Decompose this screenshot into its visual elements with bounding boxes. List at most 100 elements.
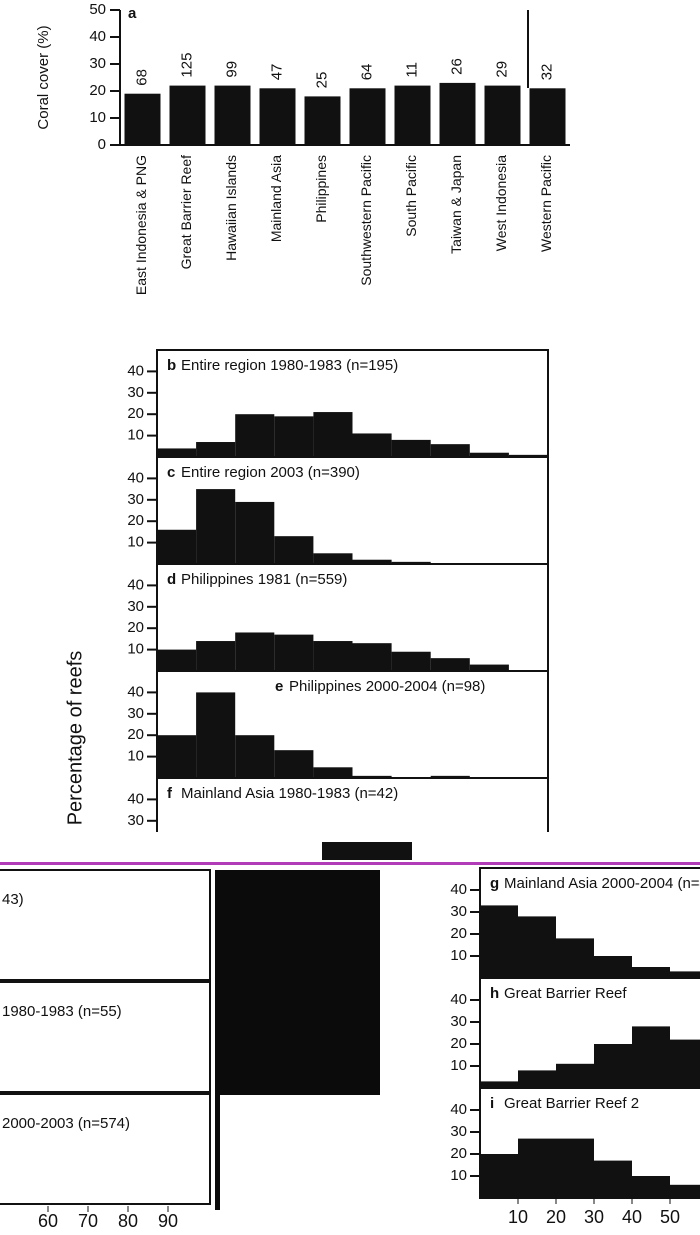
histogram-bar xyxy=(518,1070,556,1088)
histogram-bar xyxy=(632,1026,670,1088)
fragment-frame xyxy=(0,869,211,981)
fragment-frame xyxy=(0,981,211,1093)
y-axis-label: Coral cover (%) xyxy=(35,25,52,129)
histogram-bar xyxy=(235,501,275,564)
bar xyxy=(259,88,296,145)
glitch-block xyxy=(220,1095,380,1210)
histogram-bar xyxy=(480,1081,518,1088)
histogram-bar xyxy=(670,1184,700,1198)
histogram-bar xyxy=(430,444,470,457)
histogram-bar xyxy=(632,967,670,978)
y-tick-label: 30 xyxy=(127,812,144,829)
y-tick-label: 40 xyxy=(450,1101,467,1118)
panel-title: Great Barrier Reef xyxy=(504,985,627,1002)
histogram-bar xyxy=(313,553,353,564)
histogram-bar xyxy=(235,735,275,778)
bar xyxy=(214,85,251,145)
fragment-frame xyxy=(0,1093,211,1205)
x-tick-label: Hawaiian Islands xyxy=(223,155,239,261)
histogram-bar xyxy=(157,735,197,778)
y-tick-label: 40 xyxy=(127,683,144,700)
panel-letter: i xyxy=(490,1095,494,1112)
histogram-bar xyxy=(391,439,431,457)
histogram-bar xyxy=(157,649,197,671)
histogram-bar xyxy=(274,634,314,671)
histogram-bar xyxy=(594,956,632,978)
histogram-bar xyxy=(469,664,509,671)
y-tick-label: 10 xyxy=(450,1167,467,1184)
fragment-title: 2000-2003 (n=574) xyxy=(2,1115,130,1132)
bar xyxy=(169,85,206,145)
y-tick-label: 20 xyxy=(127,405,144,422)
histogram-bar xyxy=(157,448,197,457)
x-tick-label: Southwestern Pacific xyxy=(358,155,374,286)
panel-frame xyxy=(156,777,549,832)
n-label: 125 xyxy=(178,53,195,78)
panel-letter: d xyxy=(167,571,176,588)
histogram-bar xyxy=(469,452,509,457)
y-tick-label: 40 xyxy=(450,881,467,898)
histogram-bar xyxy=(313,767,353,778)
histogram-bar xyxy=(391,651,431,671)
panel-letter: a xyxy=(128,5,137,22)
glitch-block xyxy=(322,842,412,860)
y-tick-label: 30 xyxy=(127,491,144,508)
y-tick-label: 40 xyxy=(127,790,144,807)
histogram-bar xyxy=(480,905,518,978)
y-tick-label: 10 xyxy=(127,641,144,658)
n-label: 47 xyxy=(268,64,285,81)
x-tick-label: 10 xyxy=(508,1207,528,1227)
histogram-bar xyxy=(196,641,236,671)
x-tick-label: Philippines xyxy=(313,155,329,223)
y-tick-label: 20 xyxy=(127,726,144,743)
histogram-bar xyxy=(352,643,392,671)
y-tick-label: 40 xyxy=(89,28,106,45)
bar xyxy=(529,88,566,145)
y-tick-label: 0 xyxy=(98,136,106,153)
y-tick-label: 40 xyxy=(450,991,467,1008)
histogram-bar xyxy=(594,1044,632,1088)
y-tick-label: 20 xyxy=(450,1035,467,1052)
x-tick-label: Great Barrier Reef xyxy=(178,155,194,269)
panel-title: Philippines 2000-2004 (n=98) xyxy=(289,678,485,695)
x-tick-label: Taiwan & Japan xyxy=(448,155,464,254)
panel-title: Philippines 1981 (n=559) xyxy=(181,571,347,588)
panel-title: Entire region 2003 (n=390) xyxy=(181,464,360,481)
histogram-bar xyxy=(274,750,314,778)
panel-letter: f xyxy=(167,785,173,802)
histogram-bar xyxy=(594,1160,632,1198)
y-tick-label: 30 xyxy=(450,903,467,920)
panel-letter: e xyxy=(275,678,283,695)
histogram-bar xyxy=(274,536,314,564)
histogram-bar xyxy=(670,1039,700,1088)
histogram-bar xyxy=(352,433,392,457)
bar xyxy=(439,82,476,145)
y-tick-label: 30 xyxy=(89,55,106,72)
panel-letter: b xyxy=(167,357,176,374)
x-tick-label: 50 xyxy=(660,1207,680,1227)
bar xyxy=(394,85,431,145)
y-tick-label: 30 xyxy=(450,1013,467,1030)
n-label: 26 xyxy=(448,58,465,75)
histogram-bar xyxy=(274,416,314,457)
panel-title: Mainland Asia 2000-2004 (n=4 xyxy=(504,875,700,892)
x-tick-label: 20 xyxy=(546,1207,566,1227)
bar xyxy=(349,88,386,145)
histogram-bar xyxy=(480,1154,518,1198)
histogram-bar xyxy=(196,692,236,778)
histogram-bar xyxy=(391,561,431,564)
panel-title: Great Barrier Reef 2 xyxy=(504,1095,639,1112)
histogram-bar xyxy=(556,938,594,978)
histogram-bar xyxy=(313,412,353,457)
histogram-bar xyxy=(556,1063,594,1088)
histogram-bar xyxy=(508,454,548,457)
y-tick-label: 20 xyxy=(127,619,144,636)
y-tick-label: 10 xyxy=(127,748,144,765)
panel-letter: h xyxy=(490,985,499,1002)
n-label: 68 xyxy=(133,69,150,86)
x-tick-label: 70 xyxy=(78,1211,98,1231)
n-label: 99 xyxy=(223,61,240,78)
histogram-bar xyxy=(556,1138,594,1198)
histogram-bar xyxy=(313,641,353,671)
